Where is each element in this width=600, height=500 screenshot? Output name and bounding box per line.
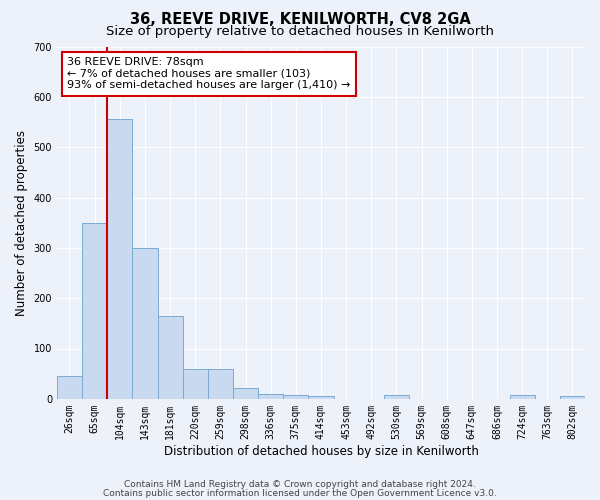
X-axis label: Distribution of detached houses by size in Kenilworth: Distribution of detached houses by size …	[164, 444, 478, 458]
Y-axis label: Number of detached properties: Number of detached properties	[15, 130, 28, 316]
Bar	[82, 222, 107, 399]
Bar	[208, 368, 233, 399]
Bar	[57, 376, 82, 399]
Bar	[107, 120, 133, 399]
Bar	[283, 396, 308, 399]
Bar	[158, 316, 182, 399]
Bar	[133, 248, 158, 399]
Bar	[560, 396, 585, 399]
Text: Contains HM Land Registry data © Crown copyright and database right 2024.: Contains HM Land Registry data © Crown c…	[124, 480, 476, 489]
Bar	[258, 394, 283, 399]
Bar	[308, 396, 334, 399]
Text: Size of property relative to detached houses in Kenilworth: Size of property relative to detached ho…	[106, 25, 494, 38]
Bar	[182, 368, 208, 399]
Bar	[509, 396, 535, 399]
Bar	[233, 388, 258, 399]
Text: 36 REEVE DRIVE: 78sqm
← 7% of detached houses are smaller (103)
93% of semi-deta: 36 REEVE DRIVE: 78sqm ← 7% of detached h…	[67, 57, 351, 90]
Text: Contains public sector information licensed under the Open Government Licence v3: Contains public sector information licen…	[103, 488, 497, 498]
Text: 36, REEVE DRIVE, KENILWORTH, CV8 2GA: 36, REEVE DRIVE, KENILWORTH, CV8 2GA	[130, 12, 470, 28]
Bar	[384, 396, 409, 399]
